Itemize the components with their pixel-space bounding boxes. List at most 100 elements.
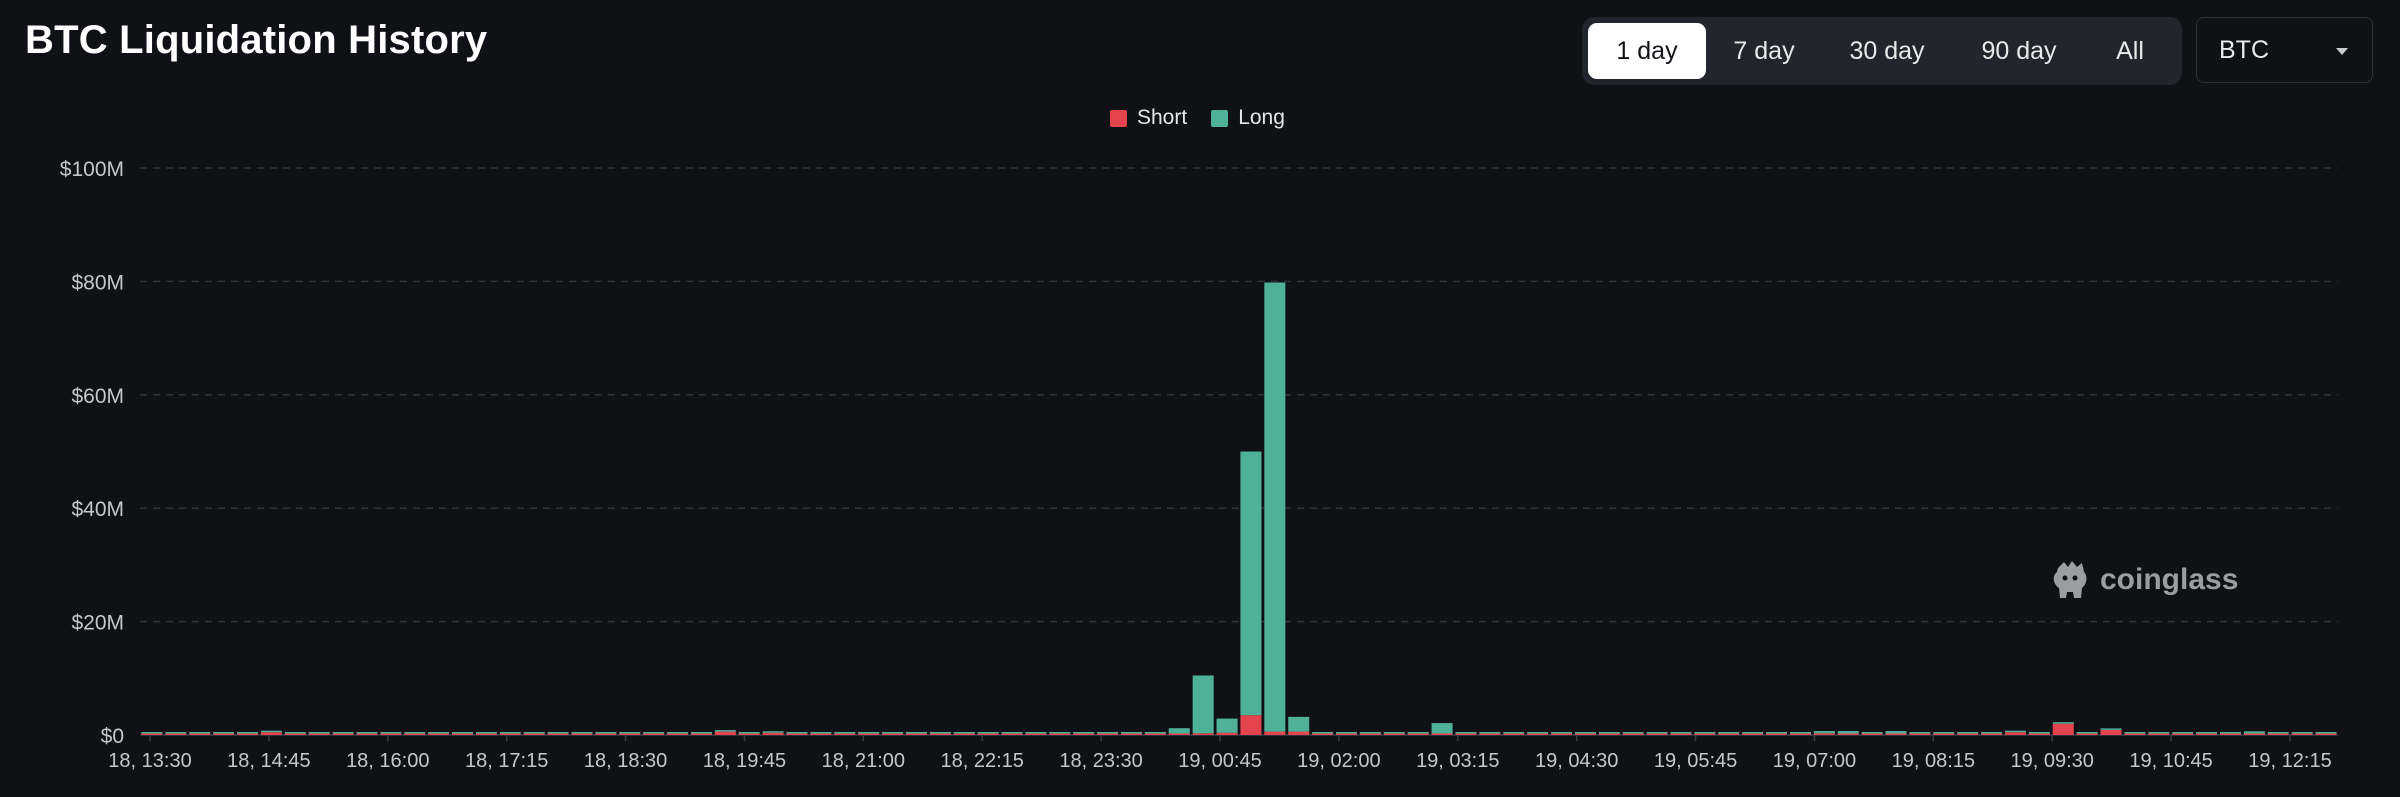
bar-long bbox=[1909, 732, 1931, 734]
range-tab-90-day[interactable]: 90 day bbox=[1981, 36, 2057, 65]
x-tick-label: 19, 08:15 bbox=[1892, 750, 1975, 772]
bar-long bbox=[2267, 732, 2289, 734]
coinglass-logo-icon bbox=[2053, 561, 2087, 598]
bar-short bbox=[428, 733, 450, 735]
bar-long bbox=[452, 732, 474, 734]
bar-long bbox=[1073, 732, 1095, 734]
bar-long bbox=[2243, 731, 2265, 734]
bar-short bbox=[1144, 733, 1166, 735]
bar-short bbox=[1407, 733, 1429, 735]
legend-item-short[interactable]: Short bbox=[1110, 106, 1187, 130]
bar-short bbox=[834, 733, 856, 735]
bar-short bbox=[1742, 733, 1764, 735]
y-tick-label: $0 bbox=[101, 725, 124, 748]
bar-short bbox=[1837, 733, 1859, 735]
legend-swatch-long bbox=[1211, 109, 1229, 127]
range-tab-1-day[interactable]: 1 day bbox=[1588, 23, 1706, 79]
bar-long bbox=[2148, 732, 2170, 734]
bar-short bbox=[404, 733, 426, 735]
range-tab-7-day[interactable]: 7 day bbox=[1733, 36, 1795, 65]
bar-long bbox=[714, 730, 736, 732]
bar-short bbox=[1981, 733, 2003, 735]
bar-long bbox=[284, 732, 306, 734]
coin-select[interactable]: BTC bbox=[2196, 17, 2373, 83]
legend-item-long[interactable]: Long bbox=[1211, 106, 1285, 130]
x-tick-label: 18, 13:30 bbox=[108, 750, 191, 772]
bar-long bbox=[2124, 732, 2146, 734]
bar-short bbox=[1885, 733, 1907, 735]
bar-long bbox=[1144, 732, 1166, 734]
bar-short bbox=[1097, 733, 1119, 735]
bar-short bbox=[977, 733, 999, 735]
bar-long bbox=[1670, 732, 1692, 734]
y-tick-label: $40M bbox=[71, 498, 124, 521]
range-tab-30-day[interactable]: 30 day bbox=[1849, 36, 1925, 65]
bar-short bbox=[882, 733, 904, 735]
bar-long bbox=[1598, 732, 1620, 734]
bar-long bbox=[810, 732, 832, 734]
bar-short bbox=[1264, 731, 1286, 735]
bar-long bbox=[523, 732, 545, 734]
bar-short bbox=[2028, 733, 2050, 735]
bar-long bbox=[1359, 732, 1381, 734]
bar-long bbox=[786, 732, 808, 734]
bar-long bbox=[929, 732, 951, 734]
bar-long bbox=[1742, 732, 1764, 734]
bar-short bbox=[1646, 733, 1668, 735]
bar-long bbox=[332, 732, 354, 734]
bar-long bbox=[905, 732, 927, 734]
range-tab-all[interactable]: All bbox=[2116, 36, 2144, 65]
bar-short bbox=[953, 733, 975, 735]
bar-long bbox=[499, 732, 521, 734]
bar-long bbox=[1312, 732, 1334, 734]
bar-long bbox=[1216, 718, 1238, 733]
bar-long bbox=[213, 732, 235, 734]
bar-short bbox=[1861, 733, 1883, 735]
bar-long bbox=[475, 732, 497, 734]
bar-short bbox=[2219, 733, 2242, 735]
bar-long bbox=[977, 732, 999, 734]
bar-long bbox=[547, 732, 569, 734]
x-tick-label: 18, 17:15 bbox=[465, 750, 548, 772]
bar-short bbox=[1049, 733, 1071, 735]
bar-long bbox=[1168, 728, 1190, 734]
bar-short bbox=[1431, 733, 1453, 735]
bar-short bbox=[332, 733, 354, 735]
y-tick-label: $80M bbox=[71, 271, 124, 294]
bar-short bbox=[905, 733, 927, 735]
bar-short bbox=[1957, 733, 1979, 735]
bar-long bbox=[1192, 675, 1214, 734]
bar-long bbox=[1551, 732, 1573, 734]
bar-long bbox=[165, 732, 187, 734]
bar-short bbox=[858, 733, 880, 735]
bar-short bbox=[1503, 733, 1525, 735]
bar-short bbox=[2076, 733, 2098, 735]
bar-short bbox=[1551, 733, 1573, 735]
x-tick-label: 19, 12:15 bbox=[2248, 750, 2331, 772]
x-tick-label: 18, 23:30 bbox=[1059, 750, 1142, 772]
bar-short bbox=[2004, 732, 2026, 735]
bar-short bbox=[2052, 723, 2074, 735]
bar-long bbox=[380, 732, 402, 734]
bar-short bbox=[189, 733, 211, 735]
bar-long bbox=[2052, 722, 2074, 724]
bar-short bbox=[1766, 733, 1788, 735]
x-tick-label: 18, 21:00 bbox=[822, 750, 905, 772]
bar-long bbox=[667, 732, 689, 734]
x-tick-label: 19, 04:30 bbox=[1535, 750, 1618, 772]
bar-short bbox=[1574, 733, 1596, 735]
bar-long bbox=[1837, 731, 1859, 734]
bar-short bbox=[1001, 733, 1023, 735]
bar-short bbox=[1073, 733, 1095, 735]
bar-long bbox=[2028, 732, 2050, 734]
bar-short bbox=[2267, 733, 2289, 735]
bar-long bbox=[1527, 732, 1549, 734]
bar-long bbox=[1097, 732, 1119, 734]
bar-short bbox=[1479, 733, 1501, 735]
bar-long bbox=[1407, 732, 1429, 734]
time-range-tabs: 1 day 7 day 30 day 90 day All bbox=[1582, 17, 2182, 85]
y-tick-label: $20M bbox=[71, 612, 124, 635]
bar-short bbox=[1789, 733, 1811, 735]
bar-long bbox=[1383, 732, 1405, 734]
bar-long bbox=[738, 732, 760, 734]
